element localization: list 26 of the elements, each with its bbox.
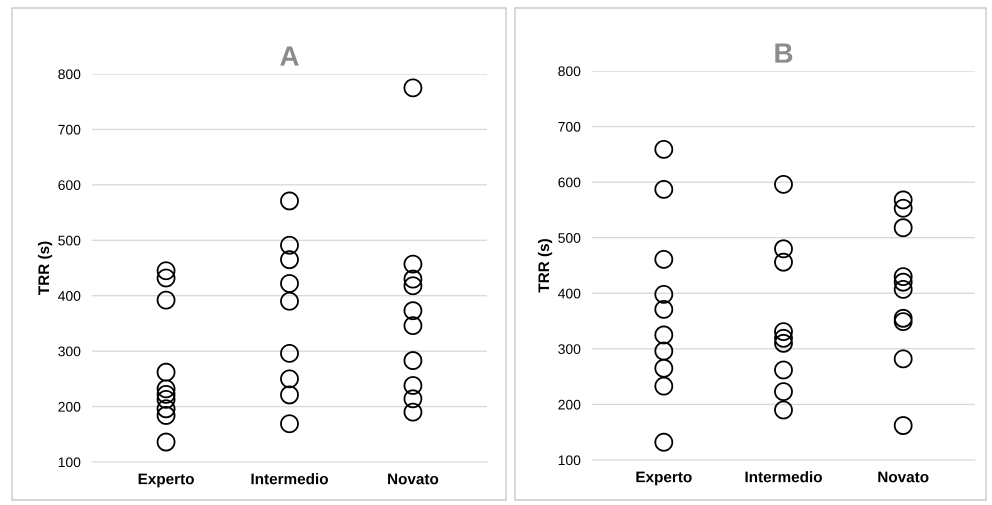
chart-title: A <box>280 46 299 66</box>
y-tick-label: 300 <box>58 346 80 356</box>
y-tick-label: 400 <box>58 291 80 301</box>
y-tick-label: 200 <box>558 400 580 410</box>
y-tick-label: 300 <box>558 344 580 354</box>
y-tick-label: 800 <box>58 69 80 80</box>
x-tick-label: Intermedio <box>251 473 328 484</box>
y-tick-label: 400 <box>558 288 580 298</box>
x-tick-label: Intermedio <box>745 471 822 482</box>
x-tick-label: Novato <box>878 472 928 482</box>
y-tick-label: 500 <box>558 233 580 243</box>
y-tick-label: 600 <box>58 180 80 190</box>
y-tick-label: 200 <box>58 402 80 412</box>
y-tick-label: 800 <box>558 66 580 76</box>
y-tick-label: 100 <box>558 455 580 466</box>
y-axis-title: TRR (s) <box>38 242 52 295</box>
y-axis-title: TRR (s) <box>538 239 552 292</box>
y-tick-label: 700 <box>58 124 80 135</box>
y-tick-label: 700 <box>558 122 580 132</box>
x-tick-label: Experto <box>636 472 692 486</box>
y-tick-label: 500 <box>58 236 80 246</box>
x-tick-label: Experto <box>138 474 194 488</box>
y-tick-label: 600 <box>558 177 580 188</box>
chart-title: B <box>775 44 792 63</box>
y-tick-label: 100 <box>58 457 80 468</box>
x-tick-label: Novato <box>388 474 438 484</box>
